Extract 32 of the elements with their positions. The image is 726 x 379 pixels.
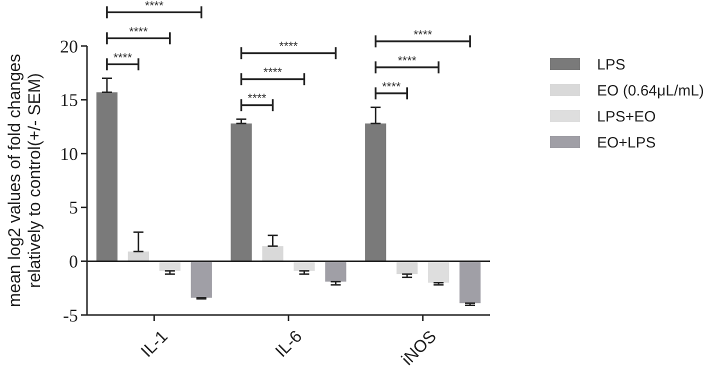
x-tick-label: IL-6: [272, 326, 306, 361]
annotation: ****: [248, 91, 267, 106]
legend-label: EO+LPS: [597, 134, 656, 152]
y-axis-title: mean log2 values of fold changes relatively to control(+/- SEM): [5, 54, 44, 308]
x-tick-label: IL-1: [137, 326, 172, 361]
legend-label: EO (0.64μL/mL): [597, 82, 704, 100]
y-tick-label: 0: [69, 252, 78, 272]
bar: [365, 123, 386, 262]
legend-label: LPS: [597, 56, 626, 74]
legend-label: LPS+EO: [597, 108, 656, 126]
text: ****: [129, 24, 148, 38]
y-tick-label: 15: [60, 90, 78, 110]
bar: [294, 261, 315, 271]
bar: [96, 92, 118, 262]
annotation: ****: [113, 50, 132, 64]
bar: [262, 246, 284, 262]
text: ****: [144, 0, 164, 12]
bar: [460, 261, 481, 304]
bar: [325, 261, 346, 282]
y-tick-label: 5: [69, 198, 78, 218]
bar: [190, 261, 212, 298]
annotation: ****: [398, 53, 417, 68]
annotation: ****: [263, 65, 282, 80]
annotation: ****: [279, 39, 298, 54]
bar: [428, 261, 450, 283]
annotation: ****: [382, 79, 402, 94]
bar: [396, 261, 418, 274]
y-tick-label: 10: [60, 144, 78, 164]
y-tick-label: 20: [60, 36, 78, 56]
y-tick-label: -5: [63, 305, 78, 326]
bar: [230, 123, 252, 262]
text: ****: [413, 27, 432, 42]
